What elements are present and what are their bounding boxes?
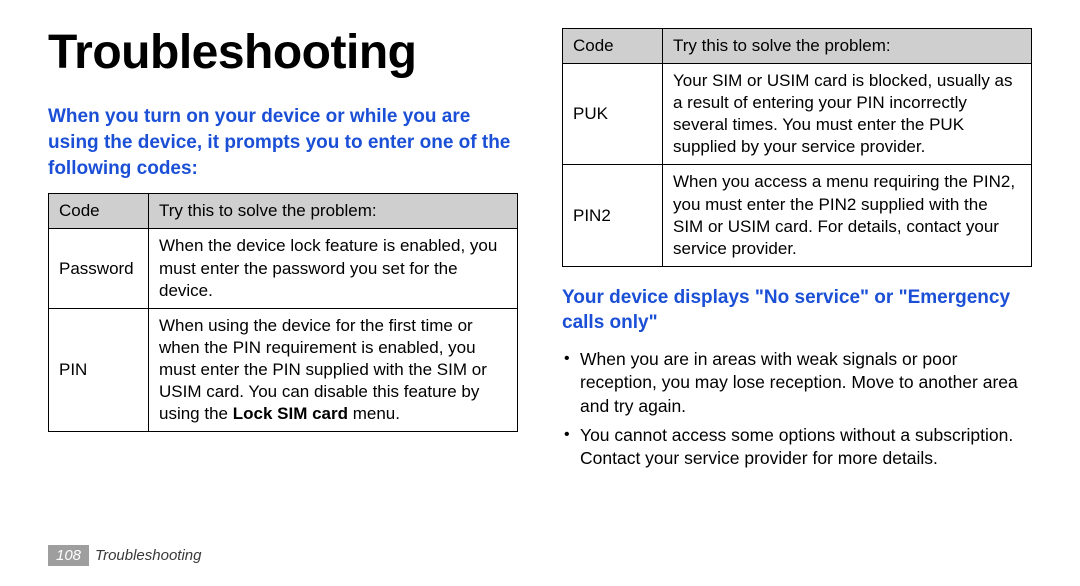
content-columns: Troubleshooting When you turn on your de… <box>48 28 1032 476</box>
col-head-try: Try this to solve the problem: <box>663 29 1032 64</box>
table-row: Password When the device lock feature is… <box>49 229 518 308</box>
page-number: 108 <box>48 545 89 566</box>
table-header-row: Code Try this to solve the problem: <box>49 194 518 229</box>
codes-table-right: Code Try this to solve the problem: PUK … <box>562 28 1032 267</box>
pin-text-bold: Lock SIM card <box>233 404 348 423</box>
col-head-code: Code <box>563 29 663 64</box>
left-column: Troubleshooting When you turn on your de… <box>48 28 518 476</box>
table-header-row: Code Try this to solve the problem: <box>563 29 1032 64</box>
codes-prompt-heading: When you turn on your device or while yo… <box>48 104 518 181</box>
cell-try-password: When the device lock feature is enabled,… <box>149 229 518 308</box>
codes-table-left: Code Try this to solve the problem: Pass… <box>48 193 518 432</box>
col-head-try: Try this to solve the problem: <box>149 194 518 229</box>
col-head-code: Code <box>49 194 149 229</box>
no-service-heading: Your device displays "No service" or "Em… <box>562 285 1032 336</box>
list-item: You cannot access some options without a… <box>562 424 1032 471</box>
cell-code-puk: PUK <box>563 64 663 165</box>
no-service-bullets: When you are in areas with weak signals … <box>562 348 1032 470</box>
table-row: PIN When using the device for the first … <box>49 308 518 431</box>
pin-text-post: menu. <box>348 404 400 423</box>
table-row: PIN2 When you access a menu requiring th… <box>563 165 1032 266</box>
footer-section-title: Troubleshooting <box>95 547 201 564</box>
cell-code-password: Password <box>49 229 149 308</box>
page-footer: 108 Troubleshooting <box>48 545 202 566</box>
table-row: PUK Your SIM or USIM card is blocked, us… <box>563 64 1032 165</box>
page-title: Troubleshooting <box>48 28 518 78</box>
cell-code-pin2: PIN2 <box>563 165 663 266</box>
cell-code-pin: PIN <box>49 308 149 431</box>
cell-try-puk: Your SIM or USIM card is blocked, usuall… <box>663 64 1032 165</box>
right-column: Code Try this to solve the problem: PUK … <box>562 28 1032 476</box>
list-item: When you are in areas with weak signals … <box>562 348 1032 418</box>
cell-try-pin: When using the device for the first time… <box>149 308 518 431</box>
cell-try-pin2: When you access a menu requiring the PIN… <box>663 165 1032 266</box>
